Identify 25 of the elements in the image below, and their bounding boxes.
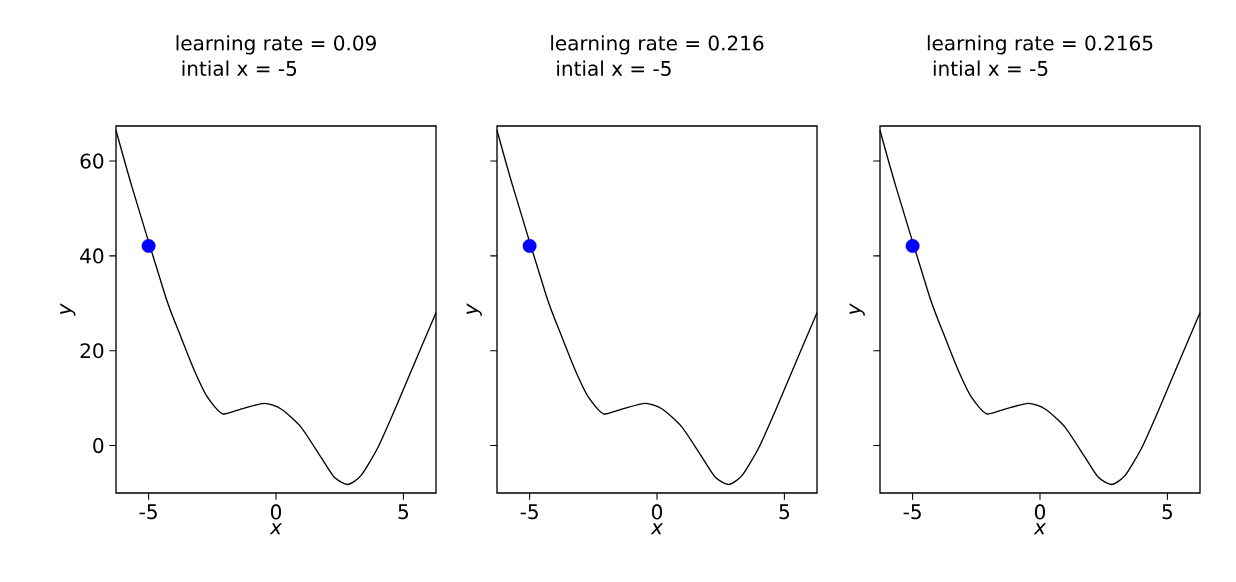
x-tick-label: 0 (270, 504, 282, 520)
y-axis-title: y (60, 303, 76, 316)
x-tick-label: -5 (903, 504, 921, 520)
chart-title: learning rate = 0.09 (176, 35, 376, 55)
y-axis-title: y (466, 303, 482, 316)
y-tick-label: 20 (80, 343, 104, 359)
x-axis-title: x (650, 523, 664, 535)
chart-title: learning rate = 0.216 (551, 35, 764, 55)
x-axis-title: x (269, 523, 283, 535)
x-tick-label: 0 (651, 504, 663, 520)
y-tick-label: 40 (80, 248, 104, 264)
x-tick-label: -5 (520, 504, 538, 520)
x-tick-label: 5 (1162, 504, 1173, 520)
x-tick-label: -5 (139, 504, 157, 520)
x-tick-label: 0 (1034, 504, 1046, 520)
chart-subtitle: intial x = -5 (182, 60, 297, 76)
x-tick-label: 5 (398, 504, 409, 520)
x-axis-title: x (1033, 523, 1047, 535)
y-tick-label: 0 (93, 438, 104, 454)
y-axis-title: y (849, 303, 865, 316)
chart-title: learning rate = 0.2165 (927, 35, 1153, 55)
chart-subtitle: intial x = -5 (557, 60, 671, 76)
x-tick-label: 5 (779, 504, 790, 520)
y-tick-label: 60 (80, 153, 104, 169)
chart-subtitle: intial x = -5 (933, 60, 1048, 76)
